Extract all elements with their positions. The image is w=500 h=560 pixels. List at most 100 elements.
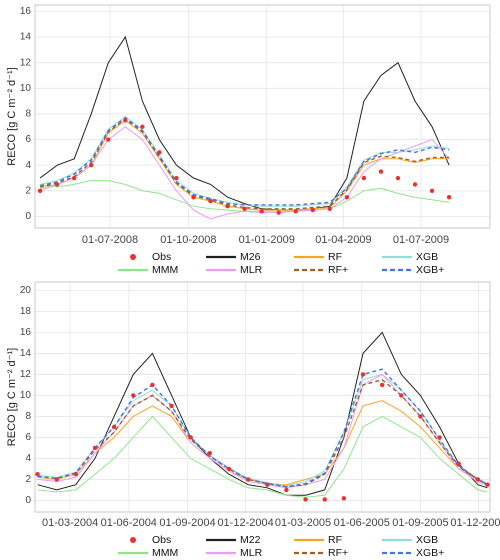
legend-label: RF xyxy=(328,534,342,546)
obs-point xyxy=(360,372,366,377)
series-line xyxy=(39,35,450,211)
obs-point xyxy=(191,195,196,200)
obs-point xyxy=(399,393,404,398)
y-tick-label: 0 xyxy=(25,211,31,222)
obs-point xyxy=(131,393,136,398)
y-tick-label: 16 xyxy=(20,327,32,338)
obs-point xyxy=(106,137,111,142)
legend-label: RF+ xyxy=(328,264,348,276)
x-tick-label: 01-04-2009 xyxy=(315,234,371,246)
obs-point xyxy=(54,182,60,187)
legend-label: RF xyxy=(328,251,342,263)
obs-point xyxy=(265,482,270,487)
y-tick-label: 14 xyxy=(20,32,32,43)
obs-point xyxy=(35,471,40,477)
obs-point xyxy=(485,482,490,487)
obs-point xyxy=(284,487,289,493)
plot-border xyxy=(34,4,491,229)
legend-label: MLR xyxy=(240,547,263,559)
y-tick-label: 8 xyxy=(25,109,31,120)
obs-point xyxy=(37,188,43,194)
obs-point xyxy=(475,477,481,482)
x-tick-label: 01-09-2005 xyxy=(392,517,448,529)
obs-point xyxy=(169,403,174,409)
x-tick-label: 01-03-2005 xyxy=(275,517,331,529)
series-line xyxy=(39,115,450,207)
obs-point xyxy=(310,207,315,213)
obs-point xyxy=(327,206,333,211)
obs-point xyxy=(150,382,155,388)
obs-point xyxy=(71,175,77,181)
legend-key xyxy=(130,537,136,543)
obs-point xyxy=(226,466,232,472)
y-tick-label: 4 xyxy=(25,160,31,171)
obs-point xyxy=(412,182,418,187)
y-tick-label: 2 xyxy=(25,185,31,196)
x-tick-label: 01-10-2008 xyxy=(160,234,216,246)
y-tick-label: 2 xyxy=(25,474,31,485)
obs-point xyxy=(446,195,452,200)
obs-point xyxy=(418,414,423,419)
y-tick-label: 12 xyxy=(20,57,32,68)
obs-point xyxy=(140,124,145,129)
y-tick-label: 0 xyxy=(25,495,31,506)
y-tick-label: 6 xyxy=(25,432,31,443)
obs-point xyxy=(395,175,401,181)
obs-point xyxy=(456,461,461,466)
obs-point xyxy=(379,382,385,388)
x-tick-label: 01-01-2009 xyxy=(239,234,295,246)
y-tick-label: 12 xyxy=(20,369,32,380)
y-tick-label: 10 xyxy=(20,83,32,94)
legend-label: Obs xyxy=(152,534,171,546)
y-axis-title: RECO [g C m⁻² d⁻¹] xyxy=(6,348,18,446)
obs-point xyxy=(207,450,213,456)
y-tick-label: 10 xyxy=(20,390,32,401)
plot-background xyxy=(35,282,490,512)
y-tick-label: 18 xyxy=(20,306,32,317)
x-tick-label: 01-06-2005 xyxy=(334,517,390,529)
obs-point xyxy=(242,206,247,211)
obs-point xyxy=(245,477,251,482)
obs-point xyxy=(208,198,213,204)
panel: 0 2 4 6 8 10 12 14 16 01-07-2008 01-10-2008 01-01-2… xyxy=(6,4,491,276)
x-tick-label: 01-03-2004 xyxy=(42,517,98,529)
obs-point xyxy=(429,188,435,194)
y-tick-label: 20 xyxy=(20,285,32,296)
obs-point xyxy=(225,204,230,209)
legend-label: MLR xyxy=(240,264,263,276)
obs-point xyxy=(174,175,179,181)
obs-point xyxy=(92,445,98,451)
obs-point xyxy=(111,424,117,430)
legend-label: Obs xyxy=(152,251,171,263)
legend-label: MMM xyxy=(152,264,178,276)
plot-border xyxy=(34,281,491,513)
x-tick-label: 01-12-2004 xyxy=(217,517,273,529)
series-line xyxy=(37,415,488,498)
legend-label: MMM xyxy=(152,547,178,559)
x-tick-label: 01-12-2005 xyxy=(450,517,500,529)
plot-background xyxy=(35,5,490,228)
y-tick-label: 16 xyxy=(20,6,32,17)
legend-label: RF+ xyxy=(328,547,348,559)
x-tick-label: 01-07-2009 xyxy=(393,234,449,246)
x-tick-label: 01-06-2004 xyxy=(101,517,157,529)
obs-point xyxy=(259,209,264,214)
legend-label: XGB xyxy=(416,251,438,263)
obs-point xyxy=(344,195,350,200)
x-tick-label: 01-09-2004 xyxy=(159,517,215,529)
obs-point xyxy=(437,435,442,440)
obs-point xyxy=(157,150,162,155)
obs-point xyxy=(293,209,298,214)
obs-point xyxy=(73,471,79,477)
legend-label: XGB+ xyxy=(416,264,444,276)
y-axis-title: RECO [g C m⁻² d⁻¹] xyxy=(6,67,18,165)
obs-point xyxy=(54,477,59,482)
obs-point xyxy=(361,175,367,181)
legend-label: XGB xyxy=(416,534,438,546)
series-line xyxy=(39,116,450,206)
obs-point xyxy=(123,118,128,123)
obs-point xyxy=(303,497,308,502)
legend-label: XGB+ xyxy=(416,547,444,559)
